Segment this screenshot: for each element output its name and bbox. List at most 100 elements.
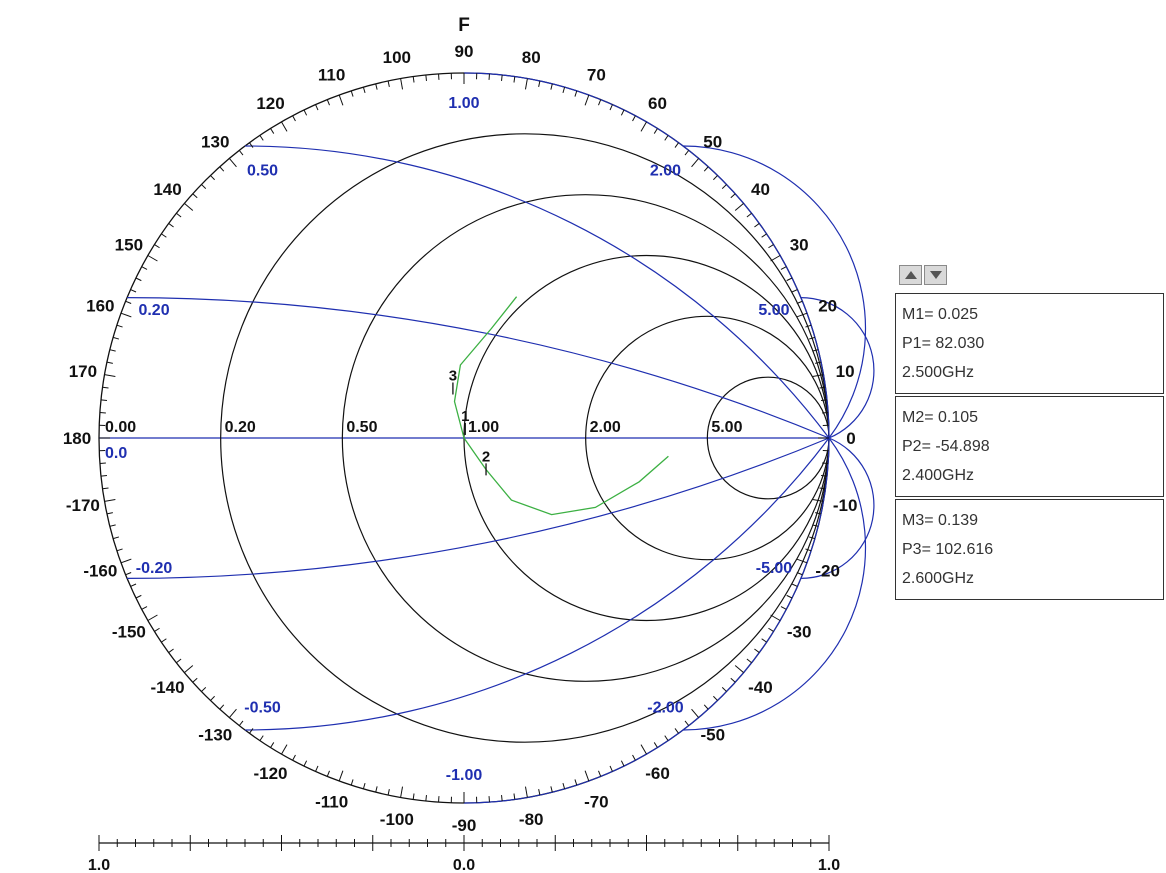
- angle-tick: [249, 142, 254, 148]
- angle-tick: [640, 121, 647, 132]
- resistance-label-1.00: 1.00: [468, 419, 499, 436]
- angle-label: -40: [748, 678, 773, 697]
- reactance-label--5.00: -5.00: [756, 560, 793, 577]
- angle-label: 0: [846, 429, 855, 448]
- angle-tick: [238, 720, 244, 726]
- angle-tick: [664, 135, 669, 141]
- angle-tick: [513, 76, 516, 83]
- angle-tick: [219, 704, 225, 710]
- angle-tick: [303, 760, 308, 767]
- angle-tick: [412, 76, 415, 83]
- angle-tick: [820, 475, 828, 477]
- resistance-label-5.00: 5.00: [711, 419, 742, 436]
- angle-tick: [210, 695, 215, 701]
- angle-tick: [281, 744, 288, 755]
- angle-tick: [176, 212, 182, 218]
- angle-tick: [228, 158, 237, 168]
- angle-tick: [192, 677, 198, 683]
- angle-tick: [674, 142, 679, 148]
- resistance-label-0.50: 0.50: [346, 419, 377, 436]
- scroll-down-button[interactable]: [924, 265, 947, 285]
- reactance-label-0.20: 0.20: [138, 302, 169, 319]
- angle-tick: [791, 583, 798, 587]
- angle-tick: [513, 793, 516, 800]
- angle-tick: [819, 386, 826, 389]
- angle-tick: [786, 277, 793, 282]
- angle-tick: [141, 606, 148, 610]
- angle-tick: [192, 193, 198, 199]
- marker-3-magnitude: M3= 0.139: [902, 512, 979, 529]
- angle-tick: [815, 512, 822, 515]
- angle-tick: [721, 687, 727, 692]
- angle-label: 120: [256, 94, 284, 113]
- angle-tick: [400, 78, 404, 90]
- angle-tick: [808, 336, 815, 340]
- angle-label: 150: [115, 236, 143, 255]
- marker-3-readout: M3= 0.139 P3= 102.616 2.600GHz: [895, 499, 1164, 600]
- angle-tick: [653, 128, 658, 134]
- angle-tick: [387, 789, 390, 796]
- angle-label: -80: [519, 810, 544, 829]
- scale-label: 1.0: [88, 857, 110, 873]
- angle-tick: [125, 300, 132, 304]
- angle-tick: [620, 760, 625, 767]
- angle-tick: [574, 90, 578, 97]
- angle-label: -100: [380, 810, 414, 829]
- angle-tick: [730, 193, 736, 199]
- angle-tick: [362, 782, 366, 789]
- angle-tick: [219, 166, 225, 172]
- angle-tick: [315, 104, 319, 111]
- marker-1-magnitude: M1= 0.025: [902, 306, 979, 323]
- angle-tick: [125, 572, 132, 576]
- marker-1-frequency: 2.500GHz: [902, 364, 975, 381]
- angle-label: 170: [69, 362, 97, 381]
- angle-tick: [326, 770, 330, 777]
- angle-label: -120: [253, 764, 287, 783]
- angle-tick: [761, 638, 767, 643]
- angle-tick: [746, 658, 752, 664]
- angle-tick: [598, 770, 602, 777]
- angle-tick: [632, 754, 636, 761]
- angle-label: 110: [318, 65, 345, 84]
- angle-tick: [703, 166, 709, 172]
- angle-tick: [100, 475, 108, 477]
- angle-label: -20: [815, 561, 840, 580]
- angle-label: 20: [818, 297, 837, 316]
- reactance-label-0.50: 0.50: [247, 162, 278, 179]
- arrow-down-icon: [929, 271, 942, 279]
- angle-tick: [796, 572, 803, 576]
- angle-tick: [550, 83, 553, 90]
- angle-tick: [210, 175, 215, 181]
- angle-tick: [691, 158, 700, 168]
- angle-label: -70: [584, 793, 609, 812]
- angle-tick: [375, 786, 378, 793]
- impedance-trace: [453, 296, 669, 516]
- reactance-arc-2.00: [682, 145, 867, 439]
- angle-tick: [375, 83, 378, 90]
- angle-tick: [116, 324, 123, 328]
- reactance-arc--5.00: [800, 437, 875, 579]
- angle-tick: [805, 324, 812, 328]
- angle-tick: [754, 223, 760, 228]
- reactance-label-zero: 0.0: [105, 445, 127, 462]
- angle-tick: [135, 277, 142, 282]
- angle-tick: [538, 80, 541, 87]
- angle-tick: [184, 665, 194, 674]
- angle-tick: [796, 300, 803, 304]
- marker-3-phase: P3= 102.616: [902, 541, 994, 558]
- angle-tick: [154, 244, 160, 249]
- angle-tick: [721, 184, 727, 189]
- angle-label: -10: [833, 496, 858, 515]
- angle-tick: [609, 104, 613, 111]
- angle-tick: [259, 135, 264, 141]
- angle-tick: [161, 233, 167, 238]
- angle-tick: [113, 536, 120, 540]
- angle-tick: [116, 548, 123, 552]
- scroll-up-button[interactable]: [899, 265, 922, 285]
- reactance-label-1.00: 1.00: [448, 95, 479, 112]
- reactance-arc--0.20: [127, 437, 830, 579]
- angle-label: 90: [455, 42, 474, 61]
- angle-tick: [812, 498, 824, 502]
- angle-label: 60: [648, 94, 667, 113]
